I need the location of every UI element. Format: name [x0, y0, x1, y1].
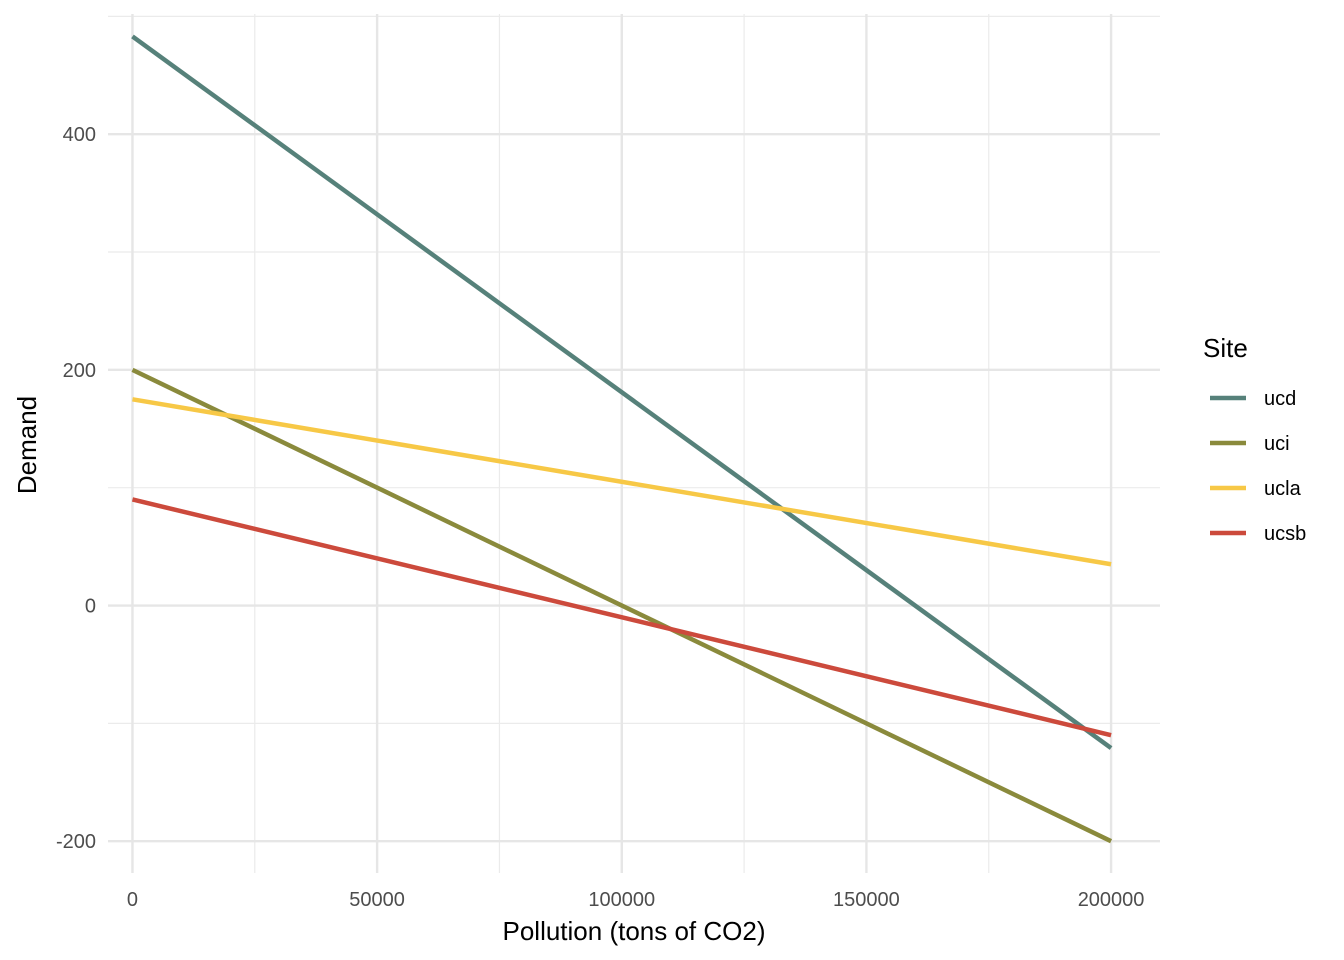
x-axis-tick-labels: 0 50000 100000 150000 200000 [127, 889, 1145, 911]
legend: Site ucd uci ucla ucsb [1203, 333, 1306, 545]
y-axis-title: Demand [12, 396, 42, 494]
x-axis-title: Pollution (tons of CO2) [502, 916, 765, 946]
series-line-ucd [131, 34, 1113, 750]
legend-label-ucla: ucla [1264, 478, 1302, 500]
y-axis-tick-labels: -200 0 200 400 [56, 124, 96, 853]
x-tick-label: 0 [127, 889, 138, 911]
legend-title: Site [1203, 333, 1248, 363]
minor-gridlines [108, 14, 1160, 873]
y-tick-label: 0 [85, 596, 96, 618]
legend-label-ucsb: ucsb [1264, 523, 1306, 545]
x-tick-label: 200000 [1078, 889, 1145, 911]
y-tick-label: 400 [63, 124, 96, 146]
series-line-ucla [132, 397, 1112, 567]
x-tick-label: 100000 [588, 889, 655, 911]
legend-label-ucd: ucd [1264, 388, 1296, 410]
x-tick-label: 50000 [349, 889, 405, 911]
x-tick-label: 150000 [833, 889, 900, 911]
series-line-ucsb [131, 497, 1112, 738]
y-tick-label: 200 [63, 360, 96, 382]
y-tick-label: -200 [56, 831, 96, 853]
major-gridlines [108, 14, 1160, 873]
legend-label-uci: uci [1264, 433, 1290, 455]
series-line-uci [131, 367, 1113, 844]
series-lines [131, 34, 1113, 844]
